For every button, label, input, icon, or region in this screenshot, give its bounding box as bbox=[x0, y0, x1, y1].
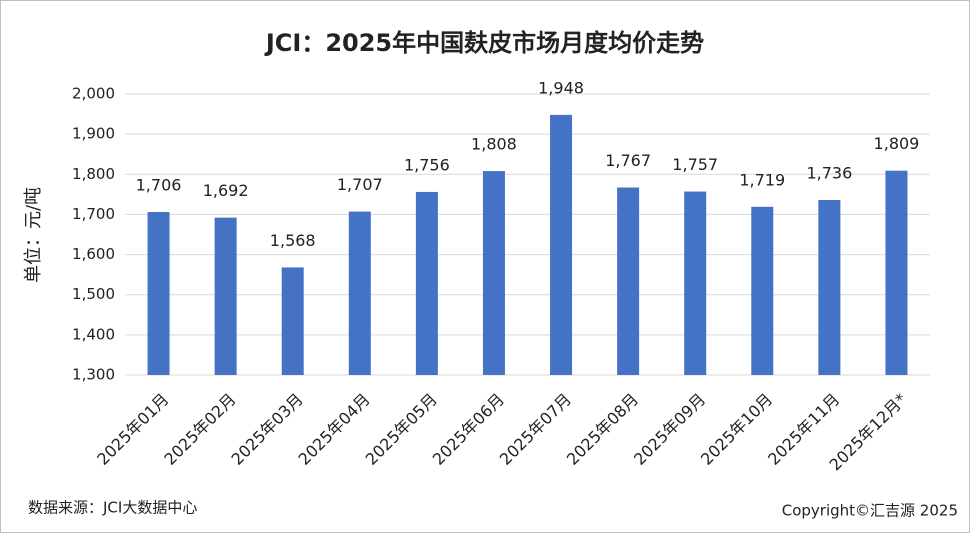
bar bbox=[751, 206, 774, 375]
bar bbox=[415, 191, 438, 375]
value-label: 1,736 bbox=[806, 163, 852, 182]
chart-title: JCI：2025年中国麸皮市场月度均价走势 bbox=[264, 29, 704, 57]
y-tick-label: 2,000 bbox=[72, 85, 115, 103]
value-label: 1,767 bbox=[605, 151, 651, 170]
value-label: 1,808 bbox=[471, 135, 517, 154]
bar bbox=[818, 199, 841, 375]
bar bbox=[482, 171, 505, 375]
value-label: 1,757 bbox=[672, 155, 718, 174]
y-tick-label: 1,700 bbox=[72, 205, 115, 223]
bar bbox=[147, 212, 170, 375]
y-tick-label: 1,500 bbox=[72, 285, 115, 303]
value-label: 1,756 bbox=[404, 155, 450, 174]
value-label: 1,707 bbox=[337, 175, 383, 194]
bar bbox=[281, 267, 304, 375]
source: 数据来源：JCI大数据中心 bbox=[28, 499, 197, 517]
y-tick-label: 1,600 bbox=[72, 245, 115, 263]
copyright: Copyright©汇吉源 2025 bbox=[782, 502, 958, 520]
bar bbox=[617, 187, 640, 375]
bar bbox=[214, 217, 237, 375]
bar bbox=[348, 211, 371, 375]
bar bbox=[684, 191, 707, 375]
value-label: 1,809 bbox=[874, 134, 920, 153]
value-label: 1,706 bbox=[136, 176, 182, 195]
y-tick-label: 1,900 bbox=[72, 125, 115, 143]
value-label: 1,948 bbox=[538, 78, 584, 97]
y-tick-label: 1,400 bbox=[72, 325, 115, 343]
y-axis-label: 单位：元/吨 bbox=[23, 187, 44, 283]
y-tick-label: 1,800 bbox=[72, 165, 115, 183]
value-label: 1,568 bbox=[270, 231, 316, 250]
value-label: 1,719 bbox=[739, 170, 785, 189]
value-label: 1,692 bbox=[203, 181, 249, 200]
bar bbox=[550, 114, 573, 376]
y-tick-label: 1,300 bbox=[72, 366, 115, 384]
bar bbox=[885, 170, 908, 375]
